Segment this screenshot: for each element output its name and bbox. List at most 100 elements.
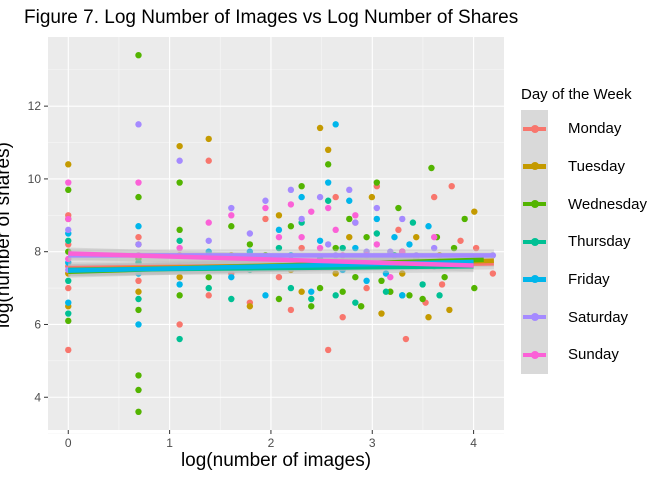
data-point-wednesday bbox=[332, 244, 339, 252]
data-point-friday bbox=[346, 197, 353, 204]
data-point-tuesday bbox=[413, 233, 420, 241]
data-point-sunday bbox=[324, 204, 332, 212]
legend-key-friday bbox=[521, 260, 548, 299]
grid-major bbox=[48, 37, 504, 430]
data-point-thursday bbox=[176, 335, 183, 343]
data-point-wednesday bbox=[176, 226, 183, 234]
legend-key-sunday bbox=[521, 336, 548, 374]
data-point-monday bbox=[339, 313, 346, 321]
legend-label: Saturday bbox=[568, 308, 629, 326]
data-point-tuesday bbox=[378, 310, 385, 317]
data-point-saturday bbox=[262, 197, 269, 204]
data-point-saturday bbox=[135, 241, 142, 248]
data-point-sunday bbox=[298, 233, 305, 241]
data-point-wednesday bbox=[352, 273, 359, 281]
data-point-thursday bbox=[409, 219, 417, 226]
data-point-wednesday bbox=[275, 295, 283, 303]
data-point-friday bbox=[373, 215, 381, 223]
data-point-thursday bbox=[332, 292, 339, 299]
data-point-friday bbox=[65, 299, 72, 306]
legend-item-friday: Friday bbox=[521, 260, 647, 299]
data-point-friday bbox=[352, 244, 359, 252]
data-point-sunday bbox=[316, 244, 324, 252]
data-point-monday bbox=[402, 335, 410, 343]
data-point-thursday bbox=[324, 197, 332, 204]
data-point-wednesday bbox=[65, 186, 72, 194]
y-tick-label: 8 bbox=[34, 245, 41, 259]
data-point-thursday bbox=[287, 284, 295, 292]
data-point-saturday bbox=[287, 186, 295, 194]
data-point-wednesday bbox=[135, 408, 142, 416]
x-tick-label: 2 bbox=[268, 436, 275, 450]
data-point-monday bbox=[457, 237, 464, 244]
legend-key-wednesday bbox=[521, 185, 548, 224]
legend-item-sunday: Sunday bbox=[521, 336, 647, 374]
data-point-sunday bbox=[65, 215, 72, 223]
data-point-wednesday bbox=[298, 182, 305, 190]
data-point-saturday bbox=[298, 215, 305, 223]
data-point-wednesday bbox=[135, 193, 142, 201]
legend-label: Tuesday bbox=[568, 158, 625, 176]
data-point-wednesday bbox=[135, 386, 142, 394]
data-point-friday bbox=[308, 288, 315, 295]
data-point-wednesday bbox=[308, 303, 315, 310]
data-point-sunday bbox=[228, 212, 235, 219]
data-point-wednesday bbox=[176, 292, 183, 299]
data-point-wednesday bbox=[135, 306, 142, 314]
data-point-friday bbox=[316, 237, 324, 244]
data-point-wednesday bbox=[287, 223, 295, 230]
data-point-monday bbox=[363, 284, 370, 292]
data-point-thursday bbox=[352, 299, 359, 306]
data-point-monday bbox=[298, 244, 305, 252]
data-point-saturday bbox=[316, 193, 324, 201]
data-point-tuesday bbox=[65, 161, 72, 168]
legend-key-thursday bbox=[521, 223, 548, 261]
data-point-thursday bbox=[308, 295, 315, 303]
data-point-tuesday bbox=[176, 142, 183, 150]
x-tick-label: 0 bbox=[65, 436, 72, 450]
y-tick-label: 4 bbox=[34, 390, 41, 404]
data-point-thursday bbox=[419, 281, 426, 288]
data-point-sunday bbox=[287, 201, 295, 208]
data-point-thursday bbox=[205, 284, 212, 292]
data-point-tuesday bbox=[399, 270, 406, 277]
data-point-monday bbox=[275, 273, 283, 281]
x-tick-label: 1 bbox=[166, 436, 173, 450]
legend: Day of the Week Monday Tuesday Wednesday Th… bbox=[521, 86, 647, 374]
legend-label: Monday bbox=[568, 120, 622, 138]
data-point-sunday bbox=[308, 208, 315, 215]
data-point-wednesday bbox=[461, 215, 468, 223]
data-point-wednesday bbox=[228, 223, 235, 230]
data-point-tuesday bbox=[316, 124, 324, 132]
data-point-sunday bbox=[176, 244, 183, 252]
data-point-tuesday bbox=[471, 208, 478, 215]
y-tick-label: 10 bbox=[28, 172, 42, 186]
legend-key-dot bbox=[530, 350, 539, 359]
data-point-saturday bbox=[205, 237, 212, 244]
data-point-saturday bbox=[65, 226, 72, 234]
data-point-sunday bbox=[205, 219, 212, 226]
legend-key-dot bbox=[530, 124, 539, 133]
data-point-tuesday bbox=[324, 146, 332, 154]
data-point-monday bbox=[395, 226, 402, 234]
data-point-monday bbox=[332, 193, 339, 201]
y-tick-label: 12 bbox=[28, 99, 42, 113]
data-point-thursday bbox=[65, 310, 72, 317]
data-point-thursday bbox=[275, 244, 283, 252]
legend-item-tuesday: Tuesday bbox=[521, 147, 647, 186]
data-point-saturday bbox=[373, 204, 381, 212]
trend-layer bbox=[68, 247, 494, 278]
legend-key-dot bbox=[530, 312, 539, 321]
data-point-wednesday bbox=[378, 277, 385, 285]
legend-label: Friday bbox=[568, 271, 610, 289]
data-point-tuesday bbox=[298, 288, 305, 295]
data-point-friday bbox=[176, 281, 183, 288]
data-point-friday bbox=[425, 223, 432, 230]
y-axis-title-text: log(number of shares) bbox=[0, 142, 14, 328]
data-point-wednesday bbox=[135, 372, 142, 379]
data-point-friday bbox=[298, 193, 305, 201]
data-point-thursday bbox=[373, 230, 381, 237]
x-tick-label: 4 bbox=[470, 436, 477, 450]
data-point-sunday bbox=[135, 179, 142, 186]
legend-item-thursday: Thursday bbox=[521, 223, 647, 261]
